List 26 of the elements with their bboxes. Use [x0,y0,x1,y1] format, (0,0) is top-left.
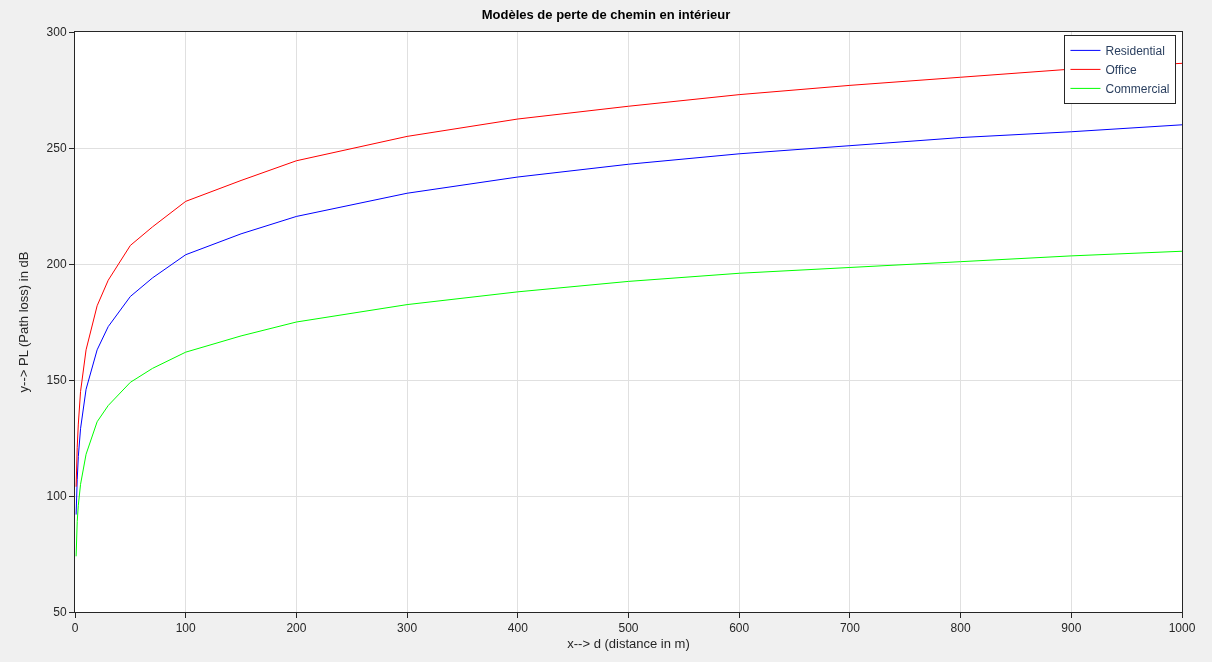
y-tick-label: 150 [46,373,67,388]
chart-title: Modèles de perte de chemin en intérieur [481,7,731,23]
x-axis-title: x--> d (distance in m) [567,636,690,651]
x-tick-label: 1000 [1168,621,1196,636]
x-tick-label: 300 [397,621,418,636]
y-tick-label: 50 [53,605,67,620]
y-axis-title: y--> PL (Path loss) in dB [15,251,31,393]
line-series [75,250,1182,557]
x-tick-label: 800 [950,621,971,636]
x-tick-label: 600 [729,621,750,636]
line-series [75,62,1182,488]
y-tick-label: 300 [46,25,67,40]
legend-label: Office [1105,63,1137,78]
x-tick-label: 900 [1061,621,1082,636]
line-series [75,124,1182,516]
legend-label: Residential [1105,44,1165,59]
x-tick-label: 400 [507,621,529,636]
x-tick-label: 200 [286,621,307,636]
y-tick-label: 100 [46,489,67,504]
x-tick-label: 0 [71,621,79,636]
y-tick-label: 250 [46,141,67,156]
x-tick-label: 100 [175,621,197,636]
x-tick-label: 700 [839,621,861,636]
y-tick-label: 200 [46,257,67,272]
legend-label: Commercial [1105,82,1170,97]
x-tick-label: 500 [618,621,639,636]
